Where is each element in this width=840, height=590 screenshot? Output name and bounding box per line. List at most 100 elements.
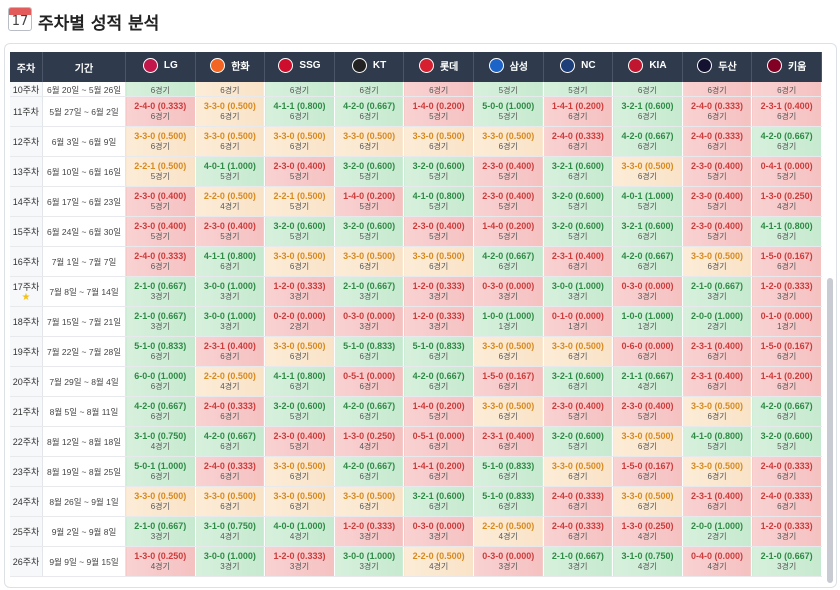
record-text: 1-5-0 (0.167) xyxy=(482,371,535,381)
games-count: 5경기 xyxy=(429,232,449,241)
games-count: 6경기 xyxy=(289,472,310,481)
games-count: 3경기 xyxy=(289,292,310,301)
header-week[interactable]: 주차 xyxy=(10,52,43,82)
header-team-1[interactable]: 한화 xyxy=(195,52,266,82)
table-scroll-area[interactable]: 주차 기간 LG 한화 SSG KT 롯데 삼성 NC KIA 두산 키움 10주차 6월 20일 … xyxy=(10,52,822,586)
games-count: 6경기 xyxy=(637,472,658,481)
games-count: 4경기 xyxy=(359,442,379,451)
games-count: 6경기 xyxy=(289,352,310,361)
record-cell: 2-3-0 (0.400) 5경기 xyxy=(473,186,544,217)
team-logo-icon xyxy=(278,58,294,73)
header-period[interactable]: 기간 xyxy=(42,52,126,82)
record-cell: 4-2-0 (0.667) 6경기 xyxy=(334,456,405,487)
record-cell: 3-0-0 (1.000) 3경기 xyxy=(195,546,266,577)
games-count: 6경기 xyxy=(359,142,379,151)
record-cell: 3-3-0 (0.500) 6경기 xyxy=(682,396,753,427)
games-count: 6경기 xyxy=(568,502,588,511)
games-count: 1경기 xyxy=(777,322,797,331)
games-count: 4경기 xyxy=(220,532,240,541)
games-count: 6경기 xyxy=(150,112,170,121)
games-count: 6경기 xyxy=(359,262,379,271)
games-count: 2경기 xyxy=(289,322,310,331)
record-cell: 2-3-0 (0.400) 5경기 xyxy=(125,216,196,247)
record-cell: 3-2-1 (0.600) 6경기 xyxy=(543,366,614,397)
games-count: 6경기 xyxy=(777,262,797,271)
record-cell: 0-4-1 (0.000) 5경기 xyxy=(751,156,822,187)
table-row: 17주차 ★ 7월 8일 ~ 7월 14일 2-1-0 (0.667) 3경기 3-0-0… xyxy=(10,276,822,307)
record-text: 3-3-0 (0.500) xyxy=(273,251,326,261)
week-label: 20주차 xyxy=(12,377,40,387)
record-cell: 5경기 xyxy=(543,82,614,97)
games-count: 6경기 xyxy=(498,472,518,481)
games-count: 5경기 xyxy=(498,202,518,211)
games-count: 6경기 xyxy=(359,412,379,421)
games-count: 5경기 xyxy=(568,412,588,421)
record-text: 3-1-0 (0.750) xyxy=(134,431,187,441)
header-team-7[interactable]: KIA xyxy=(612,52,683,82)
record-text: 1-4-1 (0.200) xyxy=(551,101,604,111)
games-count: 6경기 xyxy=(429,442,449,451)
week-label: 21주차 xyxy=(12,407,40,417)
header-team-4[interactable]: 롯데 xyxy=(403,52,474,82)
team-logo-icon xyxy=(210,58,226,73)
games-count: 1경기 xyxy=(568,322,588,331)
record-cell: 5-1-0 (0.833) 6경기 xyxy=(473,486,544,517)
header-team-6[interactable]: NC xyxy=(543,52,614,82)
record-cell: 1-3-0 (0.250) 4경기 xyxy=(334,426,405,457)
record-text: 5-1-0 (0.833) xyxy=(482,461,535,471)
header-team-5[interactable]: 삼성 xyxy=(473,52,544,82)
games-count: 6경기 xyxy=(637,442,658,451)
record-text: 2-2-1 (0.500) xyxy=(273,191,326,201)
record-text: 1-3-0 (0.250) xyxy=(134,551,187,561)
games-count: 3경기 xyxy=(777,562,797,571)
games-count: 5경기 xyxy=(777,172,797,181)
record-text: 2-3-0 (0.400) xyxy=(551,401,604,411)
header-team-9[interactable]: 키움 xyxy=(751,52,822,82)
week-cell: 25주차 xyxy=(10,516,43,547)
period-cell: 9월 9일 ~ 9월 15일 xyxy=(42,546,126,577)
header-team-0[interactable]: LG xyxy=(125,52,196,82)
record-cell: 3-2-0 (0.600) 5경기 xyxy=(334,216,405,247)
table-header-row: 주차 기간 LG 한화 SSG KT 롯데 삼성 NC KIA 두산 키움 xyxy=(10,52,822,82)
table-row: 12주차 6월 3일 ~ 6월 9일 3-3-0 (0.500) 6경기 3-3-0 (… xyxy=(10,126,822,157)
record-text: 4-0-0 (1.000) xyxy=(273,521,326,531)
record-text: 3-2-1 (0.600) xyxy=(621,101,674,111)
games-count: 3경기 xyxy=(777,532,797,541)
record-text: 2-3-0 (0.400) xyxy=(134,221,187,231)
team-name: KT xyxy=(372,60,387,71)
header-team-8[interactable]: 두산 xyxy=(682,52,753,82)
table-row: 25주차 9월 2일 ~ 9월 8일 2-1-0 (0.667) 3경기 3-1-0 (… xyxy=(10,516,822,547)
games-count: 6경기 xyxy=(289,502,310,511)
team-name: 롯데 xyxy=(439,62,459,73)
week-label: 18주차 xyxy=(12,317,40,327)
games-count: 6경기 xyxy=(707,262,727,271)
games-count: 6경기 xyxy=(150,502,170,511)
week-cell: 20주차 xyxy=(10,366,43,397)
record-text: 1-0-0 (1.000) xyxy=(621,311,674,321)
games-count: 6경기 xyxy=(707,352,727,361)
games-count: 5경기 xyxy=(289,442,310,451)
games-count: 6경기 xyxy=(707,112,727,121)
record-cell: 3-2-1 (0.600) 6경기 xyxy=(543,156,614,187)
games-count: 6경기 xyxy=(568,382,588,391)
header-team-3[interactable]: KT xyxy=(334,52,405,82)
record-cell: 3-1-0 (0.750) 4경기 xyxy=(125,426,196,457)
period-cell: 8월 19일 ~ 8월 25일 xyxy=(42,456,126,487)
record-text: 2-4-0 (0.333) xyxy=(691,131,744,141)
record-cell: 2-4-0 (0.333) 6경기 xyxy=(751,456,822,487)
record-cell: 0-4-0 (0.000) 4경기 xyxy=(682,546,753,577)
record-cell: 1-3-0 (0.250) 4경기 xyxy=(612,516,683,547)
record-text: 2-1-0 (0.667) xyxy=(343,281,396,291)
header-team-2[interactable]: SSG xyxy=(264,52,335,82)
record-text: 2-0-0 (1.000) xyxy=(691,521,744,531)
week-cell: 12주차 xyxy=(10,126,43,157)
record-cell: 1-5-0 (0.167) 6경기 xyxy=(751,336,822,367)
games-count: 3경기 xyxy=(150,532,170,541)
vertical-scrollbar[interactable] xyxy=(827,278,833,583)
games-count: 6경기 xyxy=(707,382,727,391)
team-name: NC xyxy=(581,60,596,71)
record-text: 3-0-0 (1.000) xyxy=(551,281,604,291)
record-cell: 3-2-0 (0.600) 5경기 xyxy=(543,426,614,457)
period-cell: 6월 10일 ~ 6월 16일 xyxy=(42,156,126,187)
team-header-content: NC xyxy=(560,58,596,73)
